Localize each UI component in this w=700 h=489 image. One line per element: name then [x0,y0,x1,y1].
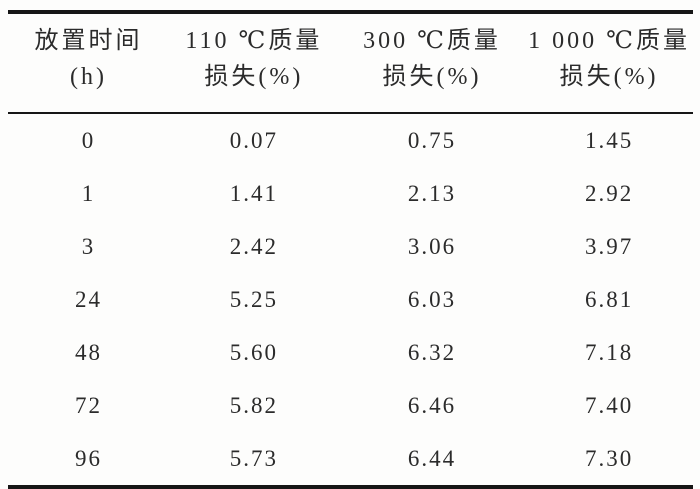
table-cell: 2.92 [584,180,634,206]
header-line1: 放置时间 [34,28,143,54]
table-cell: 5.25 [229,286,279,312]
table-cell: 1.45 [584,127,634,153]
table-cell: 7.30 [584,445,634,471]
table-cell: 0.75 [407,127,457,153]
table-row: 96 5.73 6.44 7.30 [8,432,693,487]
column-header-time: 放置时间 (h) [8,12,169,113]
table-cell: 96 [74,445,102,471]
table-cell: 7.18 [584,339,634,365]
table-cell: 3 [81,233,96,259]
table-cell: 0 [81,127,96,153]
table-cell: 5.60 [229,339,279,365]
table-cell: 72 [74,392,102,418]
table-cell: 6.44 [407,445,457,471]
header-line2: 损失(%) [204,64,304,90]
table-header: 放置时间 (h) 110 ℃质量 损失(%) 300 ℃质量 损失(%) 1 0… [8,12,693,113]
header-row: 放置时间 (h) 110 ℃质量 损失(%) 300 ℃质量 损失(%) 1 0… [8,12,693,113]
table-row: 72 5.82 6.46 7.40 [8,379,693,432]
column-header-300c: 300 ℃质量 损失(%) [339,12,525,113]
table-cell: 6.03 [407,286,457,312]
header-line1: 110 ℃质量 [185,28,323,54]
table-row: 48 5.60 6.32 7.18 [8,326,693,379]
table-cell: 1 [81,180,96,206]
table-cell: 1.41 [229,180,279,206]
column-header-1000c: 1 000 ℃质量 损失(%) [525,12,693,113]
table-row: 3 2.42 3.06 3.97 [8,220,693,273]
header-line1: 300 ℃质量 [363,28,501,54]
table-cell: 7.40 [584,392,634,418]
table-cell: 0.07 [229,127,279,153]
column-header-110c: 110 ℃质量 损失(%) [169,12,339,113]
table-row: 1 1.41 2.13 2.92 [8,167,693,220]
table-cell: 2.42 [229,233,279,259]
table-cell: 5.73 [229,445,279,471]
table-cell: 2.13 [407,180,457,206]
header-line1: 1 000 ℃质量 [528,28,690,54]
table-body: 0 0.07 0.75 1.45 1 1.41 2.13 2.92 3 2.42… [8,113,693,487]
table-cell: 6.81 [584,286,634,312]
table-cell: 3.06 [407,233,457,259]
header-line2: (h) [69,64,107,90]
table-cell: 24 [74,286,102,312]
header-line2: 损失(%) [559,64,659,90]
table-cell: 6.46 [407,392,457,418]
table-row: 24 5.25 6.03 6.81 [8,273,693,326]
table-cell: 3.97 [584,233,634,259]
table-cell: 5.82 [229,392,279,418]
table-cell: 48 [74,339,102,365]
mass-loss-table: 放置时间 (h) 110 ℃质量 损失(%) 300 ℃质量 损失(%) 1 0… [8,10,693,489]
header-line2: 损失(%) [382,64,482,90]
table-row: 0 0.07 0.75 1.45 [8,113,693,167]
table-cell: 6.32 [407,339,457,365]
